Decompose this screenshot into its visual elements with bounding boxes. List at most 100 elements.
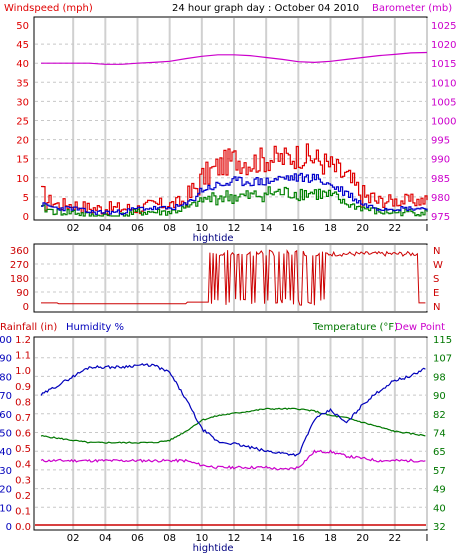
x-tick-label: 22 <box>388 223 401 234</box>
graph-title: 24 hour graph day : October 04 2010 <box>172 3 359 14</box>
rainfall-tick-label: 1.2 <box>15 335 31 346</box>
x-tick-label: 16 <box>292 533 305 544</box>
temperature-tick-label: 98 <box>433 372 446 383</box>
wind-tick-label: 0 <box>23 212 29 223</box>
rainfall-tick-label: 0.9 <box>15 382 31 393</box>
humidity-tick-label: 50 <box>0 429 12 440</box>
humidity-tick-label: 20 <box>0 485 12 496</box>
temperature-tick-label: 57 <box>433 466 446 477</box>
wind-tick-label: 50 <box>16 21 29 32</box>
barometer-axis-label: Barometer (mb) <box>372 3 452 14</box>
wind-tick-label: 5 <box>23 193 29 204</box>
x-tick-label: 12 <box>228 223 241 234</box>
x-axis-caption: hightide <box>193 543 234 554</box>
barometer-tick-label: 975 <box>431 212 450 223</box>
x-tick-label: I <box>426 533 429 544</box>
barometer-tick-label: 990 <box>431 155 450 166</box>
rainfall-tick-label: 0.5 <box>15 444 31 455</box>
wind-tick-label: 15 <box>16 155 29 166</box>
x-tick-label: 08 <box>163 223 176 234</box>
rainfall-tick-label: 0.2 <box>15 491 31 502</box>
x-tick-label: 04 <box>99 223 112 234</box>
wind-average-line <box>41 172 428 216</box>
rainfall-tick-label: 0.8 <box>15 397 31 408</box>
temperature-tick-label: 49 <box>433 485 446 496</box>
wind-direction-line <box>41 249 426 306</box>
barometer-line <box>41 51 428 65</box>
x-tick-label: 18 <box>324 223 337 234</box>
wind-tick-label: 40 <box>16 59 29 70</box>
direction-tick-label: 90 <box>16 288 29 299</box>
temperature-tick-label: 82 <box>433 410 446 421</box>
direction-tick-label: 270 <box>10 260 29 271</box>
wind-panel <box>33 16 428 221</box>
x-tick-label: I <box>426 223 429 234</box>
barometer-tick-label: 1000 <box>431 117 456 128</box>
temperature-axis-label: Temperature (°F) <box>312 322 398 333</box>
rainfall-tick-label: 0.3 <box>15 475 31 486</box>
barometer-tick-label: 1015 <box>431 59 456 70</box>
x-tick-label: 08 <box>163 533 176 544</box>
x-tick-label: 10 <box>195 533 208 544</box>
humidity-tick-label: 80 <box>0 372 12 383</box>
x-axis-caption: hightide <box>193 233 234 244</box>
temperature-tick-label: 107 <box>433 354 452 365</box>
temperature-tick-label: 74 <box>433 429 446 440</box>
rainfall-tick-label: 0.6 <box>15 429 31 440</box>
x-tick-label: 20 <box>356 223 369 234</box>
wind-tick-label: 45 <box>16 40 29 51</box>
rainfall-tick-label: 0.1 <box>15 506 31 517</box>
wind-gust-line <box>41 143 428 216</box>
x-tick-label: 06 <box>131 223 144 234</box>
barometer-tick-label: 1010 <box>431 78 456 89</box>
x-tick-label: 04 <box>99 533 112 544</box>
x-tick-label: 14 <box>260 223 273 234</box>
climate-panel <box>33 336 428 531</box>
dewpoint-line <box>40 449 426 471</box>
rainfall-tick-label: 0.7 <box>15 413 31 424</box>
barometer-tick-label: 1005 <box>431 97 456 108</box>
x-tick-label: 12 <box>228 533 241 544</box>
x-tick-label: 10 <box>195 223 208 234</box>
humidity-tick-label: 100 <box>0 335 12 346</box>
barometer-tick-label: 995 <box>431 136 450 147</box>
wind-tick-label: 20 <box>16 136 29 147</box>
temperature-tick-label: 32 <box>433 522 446 533</box>
humidity-tick-label: 60 <box>0 410 12 421</box>
temperature-tick-label: 40 <box>433 503 446 514</box>
compass-tick-label: N <box>433 302 440 313</box>
direction-tick-label: 360 <box>10 246 29 257</box>
temperature-tick-label: 115 <box>433 335 452 346</box>
x-tick-label: 22 <box>388 533 401 544</box>
humidity-axis-label: Humidity % <box>66 322 124 333</box>
humidity-line <box>40 363 426 457</box>
wind-tick-label: 30 <box>16 97 29 108</box>
barometer-tick-label: 1020 <box>431 40 456 51</box>
direction-tick-label: 180 <box>10 274 29 285</box>
x-tick-label: 06 <box>131 533 144 544</box>
humidity-tick-label: 70 <box>0 391 12 402</box>
compass-tick-label: E <box>433 288 439 299</box>
x-tick-label: 18 <box>324 533 337 544</box>
rainfall-tick-label: 0.4 <box>15 460 31 471</box>
compass-tick-label: W <box>433 260 443 271</box>
x-tick-label: 20 <box>356 533 369 544</box>
dewpoint-axis-label: Dew Point <box>395 322 445 333</box>
barometer-tick-label: 985 <box>431 174 450 185</box>
rainfall-tick-label: 1.1 <box>15 351 31 362</box>
temperature-line <box>40 407 426 444</box>
x-tick-label: 02 <box>67 533 80 544</box>
compass-tick-label: N <box>433 246 440 257</box>
humidity-tick-label: 0 <box>6 522 12 533</box>
temperature-tick-label: 65 <box>433 447 446 458</box>
wind-tick-label: 35 <box>16 78 29 89</box>
temperature-tick-label: 90 <box>433 391 446 402</box>
rainfall-tick-label: 0.0 <box>15 522 31 533</box>
direction-tick-label: 0 <box>23 302 29 313</box>
humidity-tick-label: 40 <box>0 447 12 458</box>
chart-series <box>35 51 428 526</box>
axis-ticks: 0510152025303540455097598098599099510001… <box>0 21 456 554</box>
rainfall-axis-label: Rainfall (in) <box>0 322 57 333</box>
barometer-tick-label: 1025 <box>431 21 456 32</box>
